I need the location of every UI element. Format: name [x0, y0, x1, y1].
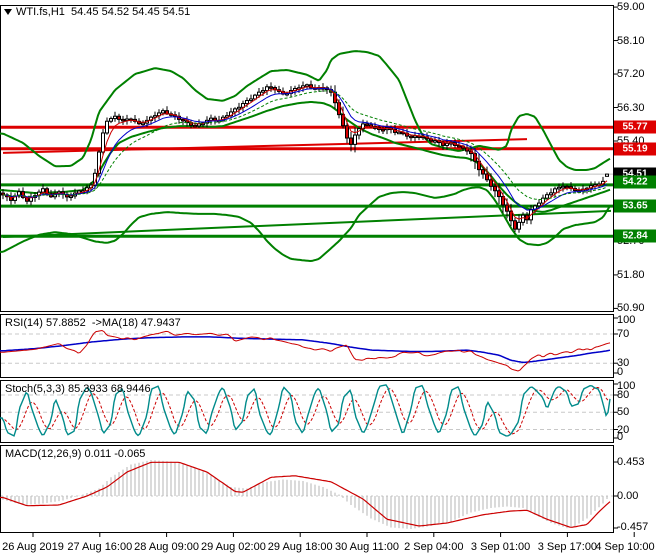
indicator-tick-label: 0	[617, 366, 624, 378]
indicator-tick-label: 0	[617, 431, 624, 443]
time-tick-label: 29 Aug 18:00	[267, 541, 333, 553]
time-tick-label: 26 Aug 2019	[2, 541, 64, 553]
price-tick-label: 59.00	[617, 1, 645, 13]
indicator-tick-label: -0.457	[617, 521, 649, 533]
price-badge-55.19: 55.19	[614, 142, 656, 156]
price-tick-label: 57.20	[617, 68, 645, 80]
indicator-tick-label: 70	[617, 328, 630, 340]
time-tick-label: 3 Sep 17:00	[537, 541, 598, 553]
rsi-pane-label: RSI(14) 57.8852 ->MA(18) 47.9437	[5, 317, 181, 329]
chevron-down-icon[interactable]	[4, 9, 12, 15]
indicator-tick-label: 50	[617, 406, 630, 418]
time-tick-label: 27 Aug 16:00	[67, 541, 133, 553]
price-tick-label: 50.90	[617, 302, 645, 314]
indicator-tick-label: 100	[617, 314, 636, 326]
stoch-pane-label: Stoch(5,3,3) 85.3933 68.9446	[5, 383, 151, 395]
symbol-ohlc-title: WTI.fs,H1 54.45 54.52 54.45 54.51	[16, 6, 191, 18]
time-tick-label: 2 Sep 04:00	[404, 541, 464, 553]
price-badge-53.65: 53.65	[614, 199, 656, 213]
price-badge-55.77: 55.77	[614, 120, 656, 134]
indicator-tick-label: 0.00	[617, 490, 639, 502]
symbol-title-bar[interactable]: WTI.fs,H1 54.45 54.52 54.45 54.51	[4, 6, 190, 18]
price-badge-54.22: 54.22	[614, 175, 656, 189]
indicator-tick-label: 100	[617, 380, 636, 392]
price-badge-52.84: 52.84	[614, 229, 656, 243]
macd-pane-label: MACD(12,26,9) 0.011 -0.065	[5, 448, 146, 460]
indicator-tick-label: 30	[617, 357, 630, 369]
time-tick-label: 3 Sep 01:00	[470, 541, 531, 553]
time-tick-label: 30 Aug 11:00	[334, 541, 400, 553]
indicator-tick-label: 0.453	[617, 456, 645, 468]
time-tick-label: 29 Aug 02:00	[200, 541, 266, 553]
time-tick-label: 4 Sep 10:00	[595, 541, 655, 553]
indicator-tick-label: 20	[617, 424, 630, 436]
time-tick-label: 28 Aug 09:00	[134, 541, 200, 553]
price-tick-label: 56.30	[617, 102, 645, 114]
price-tick-label: 58.10	[617, 35, 645, 47]
price-tick-label: 51.80	[617, 269, 645, 281]
indicator-tick-label: 80	[617, 389, 630, 401]
